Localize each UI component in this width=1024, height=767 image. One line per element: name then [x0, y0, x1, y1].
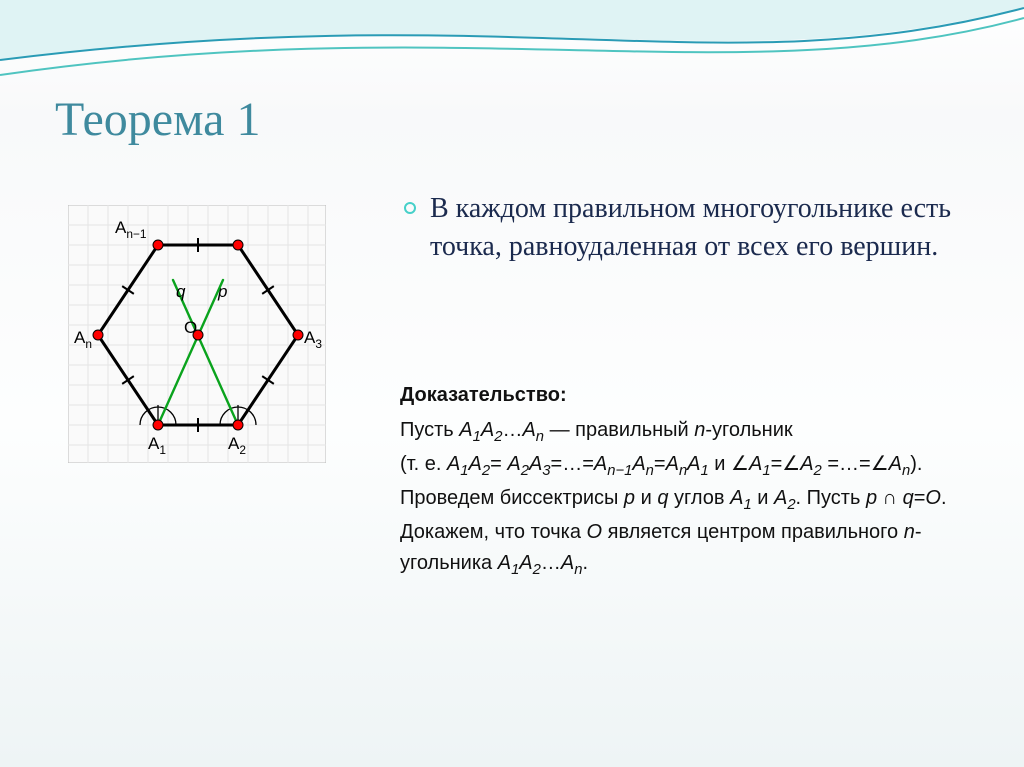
theorem-bullet: В каждом правильном многоугольнике есть … [404, 190, 959, 266]
slide-title: Теорема 1 [55, 92, 260, 147]
wave-line-1 [0, 8, 1024, 60]
proof-body: Пусть A1A2…An — правильный n-угольник (т… [400, 415, 975, 582]
svg-text:O: O [184, 318, 197, 337]
bullet-icon [404, 202, 416, 214]
proof-block: Доказательство: Пусть A1A2…An — правильн… [400, 380, 975, 582]
wave-fill [0, 0, 1024, 60]
theorem-statement: В каждом правильном многоугольнике есть … [430, 190, 959, 266]
wave-line-2 [0, 18, 1024, 75]
proof-heading: Доказательство: [400, 380, 975, 411]
svg-text:q: q [176, 282, 186, 301]
hexagon-diagram: pqOA1A2A3An−1An [68, 205, 326, 463]
